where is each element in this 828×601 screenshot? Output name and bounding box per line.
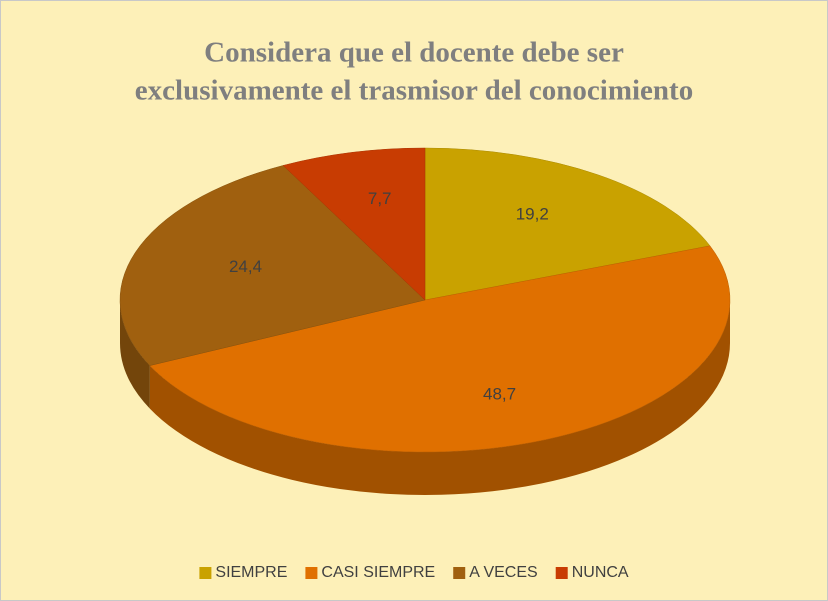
legend-swatch xyxy=(305,567,318,579)
slice xyxy=(119,165,426,366)
legend-swatch xyxy=(199,567,212,579)
legend-label: CASI SIEMPRE xyxy=(321,564,435,581)
value-label: 19,2 xyxy=(516,204,549,223)
slice xyxy=(282,147,426,301)
slice xyxy=(149,245,731,453)
legend-label: NUNCA xyxy=(572,564,629,581)
value-label: 24,4 xyxy=(229,257,262,276)
legend-swatch xyxy=(453,567,466,579)
chart-title: exclusivamente el trasmisor del conocimi… xyxy=(135,75,693,107)
chart-title: Considera que el docente debe ser xyxy=(204,37,624,69)
slice-side xyxy=(149,300,731,495)
legend-label: SIEMPRE xyxy=(215,564,287,581)
value-label: 7,7 xyxy=(368,189,392,208)
legend-swatch xyxy=(555,567,568,579)
legend-label: A VECES xyxy=(469,564,537,581)
slice xyxy=(424,147,711,301)
slice-side xyxy=(120,300,150,409)
value-label: 48,7 xyxy=(483,384,516,403)
